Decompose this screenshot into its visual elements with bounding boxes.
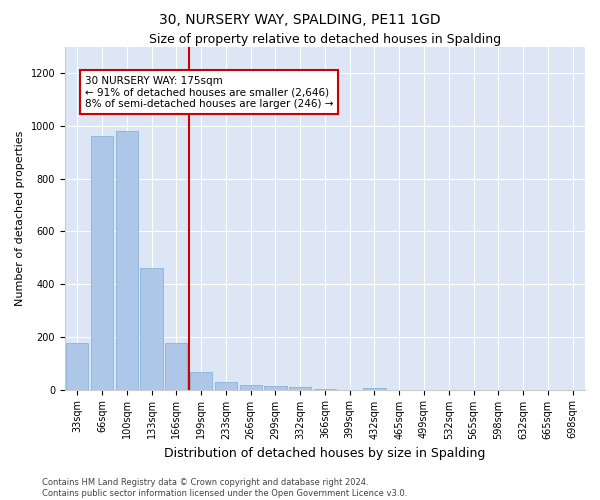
Bar xyxy=(165,344,187,390)
Bar xyxy=(289,388,311,390)
Bar xyxy=(190,372,212,390)
Bar xyxy=(215,382,237,390)
Bar xyxy=(239,385,262,390)
Text: Contains HM Land Registry data © Crown copyright and database right 2024.
Contai: Contains HM Land Registry data © Crown c… xyxy=(42,478,407,498)
Bar xyxy=(264,386,287,390)
Bar xyxy=(140,268,163,390)
Text: 30 NURSERY WAY: 175sqm
← 91% of detached houses are smaller (2,646)
8% of semi-d: 30 NURSERY WAY: 175sqm ← 91% of detached… xyxy=(85,76,333,109)
Bar xyxy=(91,136,113,390)
X-axis label: Distribution of detached houses by size in Spalding: Distribution of detached houses by size … xyxy=(164,447,485,460)
Y-axis label: Number of detached properties: Number of detached properties xyxy=(15,130,25,306)
Bar xyxy=(364,388,386,390)
Bar xyxy=(116,131,138,390)
Bar xyxy=(66,344,88,390)
Text: 30, NURSERY WAY, SPALDING, PE11 1GD: 30, NURSERY WAY, SPALDING, PE11 1GD xyxy=(159,12,441,26)
Title: Size of property relative to detached houses in Spalding: Size of property relative to detached ho… xyxy=(149,32,501,46)
